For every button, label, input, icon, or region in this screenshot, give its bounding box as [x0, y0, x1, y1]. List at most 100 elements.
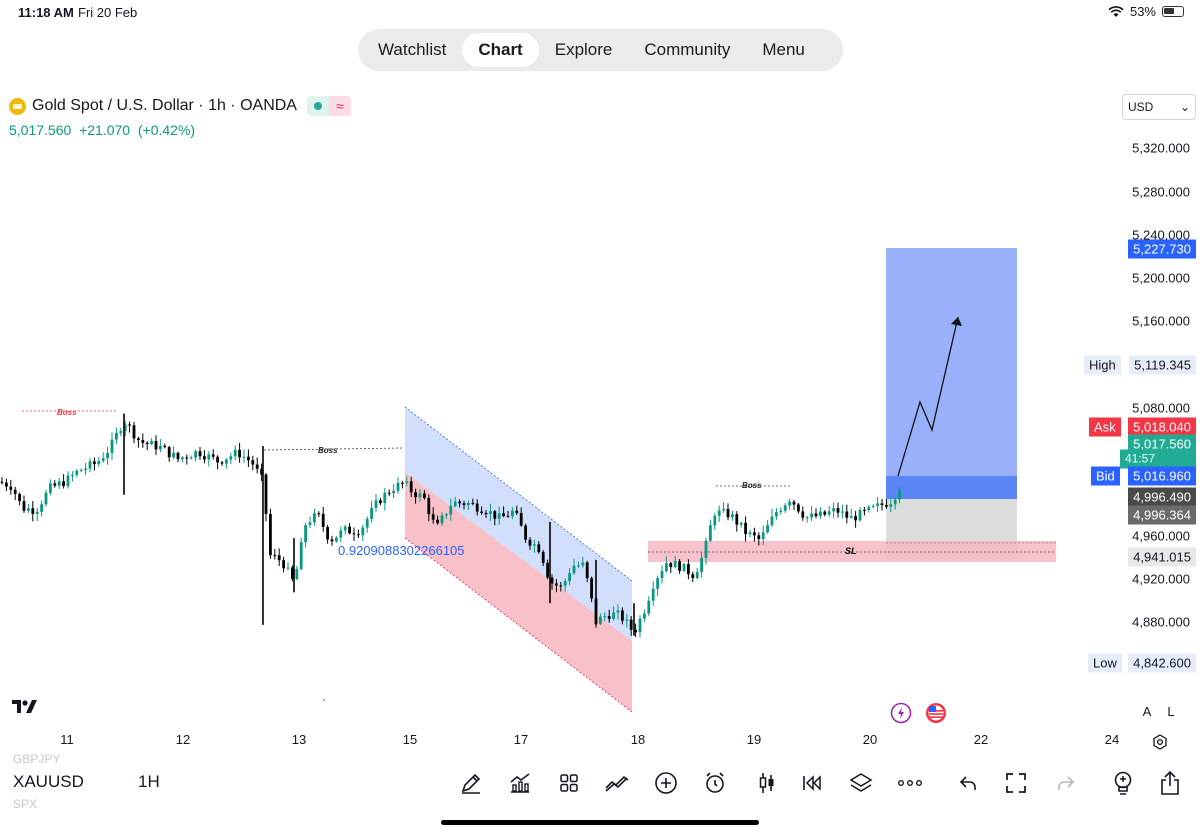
candle-body — [717, 510, 721, 516]
tab-community[interactable]: Community — [644, 40, 731, 59]
tab-explore[interactable]: Explore — [554, 40, 613, 59]
candle-body — [533, 544, 536, 546]
fullscreen-icon[interactable] — [1002, 769, 1030, 797]
price-axis[interactable]: 5,320.000 5,280.000 5,240.000 5,227.730 … — [1118, 0, 1200, 730]
symbol-header[interactable]: Gold Spot / U.S. Dollar · 1h · OANDA ≈ — [9, 96, 351, 116]
chart-settings-icon[interactable] — [1152, 734, 1168, 750]
candle-body — [427, 498, 431, 515]
candle-body — [445, 514, 448, 516]
entry-price-tag: 4,996.490 — [1128, 487, 1196, 507]
candle-body — [783, 505, 787, 511]
prev-symbol[interactable]: GBPJPY — [13, 752, 61, 766]
candle-body — [264, 474, 268, 514]
candle-body — [242, 456, 246, 458]
candle-body — [181, 457, 184, 460]
candle-body — [524, 525, 527, 540]
entry-zone[interactable] — [886, 476, 1017, 499]
candle-body — [704, 540, 708, 558]
candle-body — [735, 514, 739, 525]
candle-body — [339, 530, 343, 538]
candle-body — [559, 585, 563, 587]
events-icon[interactable] — [890, 702, 912, 724]
currency-select[interactable]: USD ⌄ — [1122, 94, 1196, 120]
time-axis[interactable]: 11 12 13 15 17 18 19 20 22 24 — [0, 732, 1119, 752]
price-tick: 5,080.000 — [1132, 400, 1190, 416]
price-chart[interactable]: SL 0.9209088302266105 Boss Boss Boss — [0, 140, 1118, 732]
tab-chart[interactable]: Chart — [462, 33, 539, 67]
replay-icon[interactable] — [798, 769, 826, 797]
strategy-icon[interactable] — [603, 769, 631, 797]
symbol-ticker[interactable]: XAUUSD — [13, 772, 84, 791]
undo-icon[interactable] — [954, 769, 982, 797]
pen-icon[interactable] — [457, 769, 485, 797]
channel-upper[interactable] — [405, 407, 632, 641]
alert-icon[interactable] — [701, 769, 729, 797]
tab-watchlist[interactable]: Watchlist — [378, 40, 447, 59]
boss-label-1: Boss — [57, 408, 77, 417]
fib-value-label: 0.9209088302266105 — [338, 543, 465, 558]
candle-body — [106, 453, 109, 459]
candle-body — [660, 571, 664, 579]
candle-body — [744, 522, 747, 535]
time-tick: 18 — [630, 732, 646, 747]
log-scale-button[interactable]: L — [1167, 704, 1175, 719]
timeframe-button[interactable]: 1H — [138, 772, 160, 791]
market-open-icon — [306, 96, 329, 116]
candle-body — [493, 511, 497, 519]
candle-body — [440, 515, 444, 524]
candle-body — [79, 469, 83, 471]
idea-icon[interactable] — [1109, 769, 1137, 797]
time-tick: 19 — [746, 732, 762, 747]
time-tick: 20 — [862, 732, 878, 747]
candle-body — [357, 534, 360, 536]
price-row: 5,017.560 +21.070 (+0.42%) — [9, 122, 195, 138]
next-symbol[interactable]: SPX — [13, 797, 38, 811]
candle-body — [383, 492, 387, 504]
grid-icon[interactable] — [555, 769, 583, 797]
price-tick: 5,320.000 — [1132, 140, 1190, 156]
channel-lower[interactable] — [405, 472, 632, 712]
layers-icon[interactable] — [847, 769, 875, 797]
candle-body — [88, 461, 92, 469]
candle-body — [836, 508, 840, 513]
share-icon[interactable] — [1156, 769, 1184, 797]
candle-body — [581, 562, 585, 566]
candle-body — [616, 610, 620, 613]
candle-body — [726, 508, 730, 518]
candles-icon[interactable] — [753, 769, 781, 797]
more-icon[interactable] — [896, 769, 924, 797]
candle-body — [537, 544, 541, 553]
price-tick: 5,280.000 — [1132, 184, 1190, 200]
sl-band[interactable] — [648, 541, 1056, 562]
redo-icon[interactable] — [1052, 769, 1080, 797]
candle-body — [62, 481, 65, 486]
target-zone[interactable] — [886, 248, 1017, 476]
candle-body — [585, 562, 589, 579]
indicators-icon[interactable] — [506, 769, 534, 797]
tab-menu[interactable]: Menu — [762, 40, 805, 59]
candle-body — [247, 456, 250, 461]
candle-body — [379, 500, 382, 504]
candle-body — [687, 563, 690, 575]
price-tick: 4,960.000 — [1132, 528, 1190, 544]
candle-body — [57, 481, 61, 486]
main-navigation: Watchlist Chart Explore Community Menu — [358, 29, 843, 71]
candle-body — [898, 490, 901, 500]
price-tick: 5,200.000 — [1132, 270, 1190, 286]
auto-scale-button[interactable]: A — [1142, 704, 1152, 719]
tradingview-logo — [12, 700, 37, 713]
candle-body — [599, 616, 602, 624]
candle-body — [854, 516, 857, 521]
candle-body — [207, 454, 211, 460]
candle-body — [453, 501, 457, 506]
currency-value: USD — [1128, 100, 1154, 114]
economic-calendar-flag-icon[interactable] — [925, 702, 947, 724]
projection-arrow[interactable] — [897, 316, 959, 477]
candle-body — [31, 508, 35, 514]
add-icon[interactable] — [652, 769, 680, 797]
candle-body — [673, 561, 677, 568]
candle-body — [374, 500, 378, 508]
candle-body — [291, 567, 294, 579]
candle-body — [462, 503, 466, 506]
market-status-chip[interactable]: ≈ — [306, 96, 351, 116]
